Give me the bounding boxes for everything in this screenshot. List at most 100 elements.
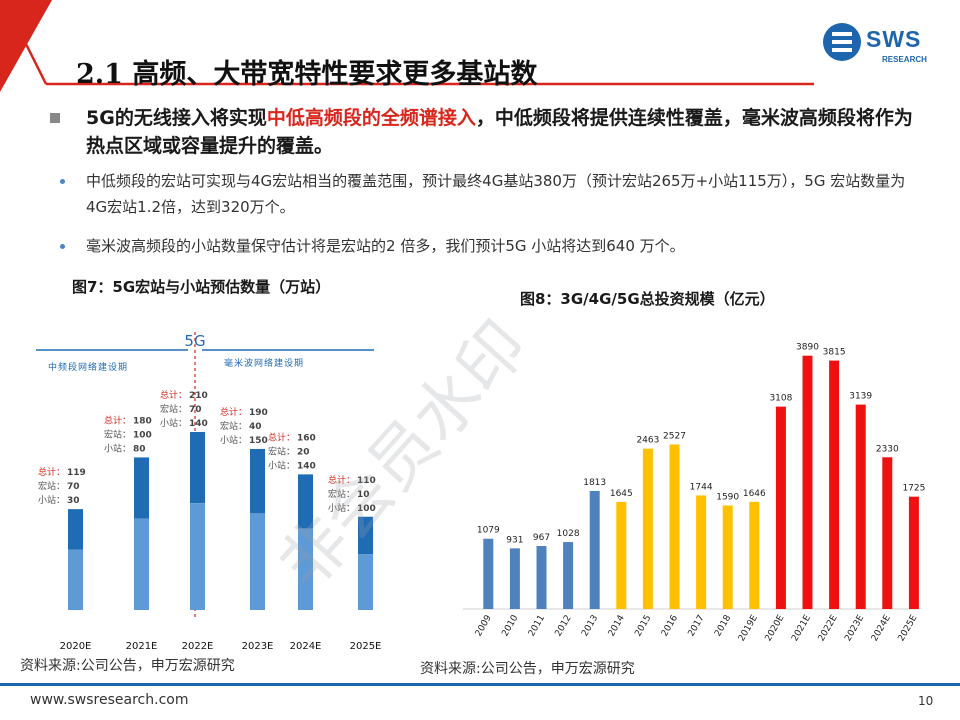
- phase-left-label: 中频段网络建设期: [48, 361, 128, 373]
- annotation-value: 119: [67, 468, 86, 478]
- data-label: 1028: [557, 529, 580, 539]
- data-label: 2527: [663, 431, 686, 441]
- bar-light-segment: [298, 528, 313, 610]
- x-tick-label: 2021E: [790, 613, 813, 643]
- bar-light-segment: [358, 554, 373, 610]
- bullet-dot-icon: [60, 179, 65, 184]
- annotation-label: 宏站：: [104, 428, 131, 440]
- fig7-title: 图7：5G宏站与小站预估数量（万站）: [72, 278, 331, 296]
- annotation-value: 100: [357, 504, 376, 514]
- annotation-label: 宏站：: [328, 488, 355, 500]
- bar: [589, 490, 600, 609]
- x-tick-label: 2020E: [764, 613, 787, 643]
- annotation-value: 110: [357, 476, 376, 486]
- bar: [696, 495, 707, 609]
- main-point-part2: ，中低频段将提供连续性覆盖，毫米波高频段将作为热点区域或容量提升的覆盖。: [86, 107, 913, 157]
- bullet-dot-icon: [60, 244, 65, 249]
- phase-right-label: 毫米波网络建设期: [224, 357, 304, 369]
- annotation-value: 80: [133, 444, 146, 454]
- page-title: 2.1 高频、大带宽特性要求更多基站数: [76, 59, 538, 90]
- sws-logo: SWS RESEARCH: [822, 22, 940, 70]
- annotation-label: 总计：: [268, 431, 295, 443]
- data-label: 1813: [583, 478, 606, 488]
- x-tick-label: 2014: [607, 613, 627, 638]
- bar-dark-segment: [358, 516, 373, 555]
- bar-dark-segment: [190, 432, 205, 504]
- bar: [749, 501, 760, 609]
- x-tick-label: 2019E: [737, 613, 760, 643]
- annotation-value: 160: [297, 433, 316, 443]
- annotation-label: 宏站：: [268, 445, 295, 457]
- bar: [802, 355, 813, 609]
- bar: [563, 542, 574, 609]
- annotation-value: 180: [133, 416, 152, 426]
- data-label: 3139: [849, 392, 872, 402]
- bar-light-segment: [68, 549, 83, 610]
- data-label: 931: [506, 535, 523, 545]
- bar-dark-segment: [250, 448, 265, 514]
- x-tick-label: 2009: [474, 613, 494, 638]
- bar: [536, 546, 547, 609]
- bar: [509, 548, 520, 609]
- square-bullet-icon: [50, 113, 60, 123]
- data-label: 1079: [477, 526, 500, 536]
- x-tick-label: 2017: [687, 614, 707, 639]
- annotation-value: 140: [297, 461, 316, 471]
- fig8-source: 资料来源:公司公告，申万宏源研究: [420, 661, 635, 677]
- data-label: 2463: [636, 436, 659, 446]
- x-tick-label: 2025E: [350, 641, 382, 652]
- annotation-value: 40: [249, 422, 262, 432]
- footer-url[interactable]: www.swsresearch.com: [30, 692, 189, 708]
- bullet-text: 中低频段的宏站可实现与4G宏站相当的覆盖范围，预计最终4G基站380万（预计宏站…: [86, 172, 906, 216]
- main-point-highlight: 中低高频段的全频谱接入: [266, 107, 476, 129]
- annotation-value: 150: [249, 436, 268, 446]
- data-label: 967: [533, 533, 550, 543]
- annotation-label: 宏站：: [38, 480, 65, 492]
- x-tick-label: 2010: [500, 613, 520, 638]
- annotation-value: 10: [357, 490, 370, 500]
- data-label: 3890: [796, 343, 819, 353]
- x-tick-label: 2015: [633, 614, 653, 639]
- data-label: 2330: [876, 444, 899, 454]
- x-tick-label: 2025E: [897, 613, 920, 643]
- bar: [483, 538, 494, 609]
- data-label: 1590: [716, 492, 739, 502]
- bar: [616, 501, 627, 609]
- bullet-text: 毫米波高频段的小站数量保守估计将是宏站的2 倍多，我们预计5G 小站将达到640…: [86, 237, 685, 255]
- bar-light-segment: [134, 518, 149, 610]
- annotation-label: 小站：: [104, 442, 131, 454]
- main-point-text: 5G的无线接入将实现中低高频段的全频谱接入，中低频段将提供连续性覆盖，毫米波高频…: [86, 104, 926, 160]
- annotation-label: 总计：: [220, 406, 247, 418]
- bar: [908, 496, 919, 609]
- annotation-value: 70: [189, 405, 202, 415]
- data-label: 1725: [902, 484, 925, 494]
- x-tick-label: 2011: [527, 614, 547, 639]
- data-label: 3815: [823, 348, 846, 358]
- main-point-part1: 5G的无线接入将实现: [86, 107, 267, 129]
- title-frame: [14, 19, 814, 86]
- x-tick-label: 2012: [554, 614, 574, 639]
- annotation-value: 70: [67, 482, 80, 492]
- x-tick-label: 2020E: [60, 641, 92, 652]
- bar-dark-segment: [68, 509, 83, 550]
- data-label: 1744: [690, 482, 713, 492]
- logo-mark-icon: [823, 23, 861, 61]
- bar: [722, 505, 733, 609]
- title-bar: 2.1 高频、大带宽特性要求更多基站数: [14, 18, 814, 90]
- annotation-label: 宏站：: [160, 403, 187, 415]
- x-tick-label: 2023E: [242, 641, 274, 652]
- bar: [855, 404, 866, 609]
- annotation-value: 20: [297, 447, 310, 457]
- annotation-label: 小站：: [160, 417, 187, 429]
- annotation-value: 140: [189, 419, 208, 429]
- annotation-value: 30: [67, 496, 80, 506]
- page-number: 10: [918, 694, 934, 708]
- fig8-title: 图8：3G/4G/5G总投资规模（亿元）: [520, 290, 775, 308]
- x-tick-label: 2024E: [290, 641, 322, 652]
- annotation-label: 宏站：: [220, 420, 247, 432]
- x-tick-label: 2021E: [126, 641, 158, 652]
- annotation-label: 小站：: [38, 494, 65, 506]
- logo-text: SWS: [866, 26, 922, 52]
- logo-subtext: RESEARCH: [882, 55, 927, 64]
- bar: [829, 360, 840, 609]
